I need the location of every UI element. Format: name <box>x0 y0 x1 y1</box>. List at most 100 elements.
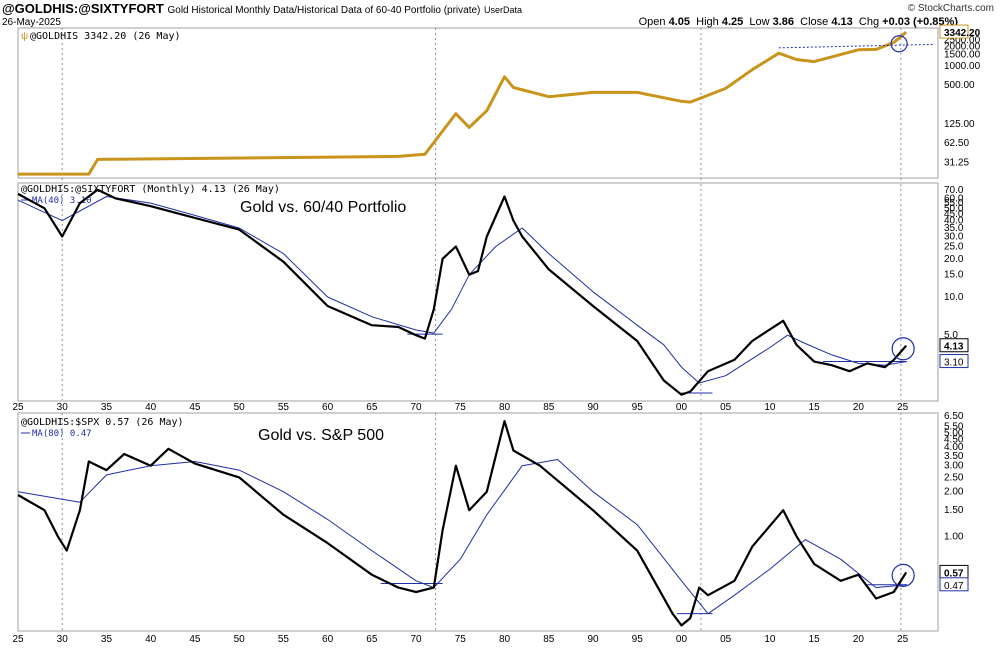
ratio-6040-x-tick-label: 10 <box>764 402 776 413</box>
gold-vs-6040-y-tick-label: 40.0 <box>944 216 964 227</box>
ratio-spx-ma-value-label-box <box>939 577 969 592</box>
gold-vs-6040-y-tick-label: 20.0 <box>944 254 964 265</box>
gold-vs-6040-y-tick-label: 70.0 <box>944 185 964 196</box>
gold-vs-spx-y-tick-label: 2.50 <box>944 472 964 483</box>
gold-y-tick-label: 125.00 <box>944 119 975 130</box>
ratio-spx-x-tick-label: 00 <box>676 634 688 645</box>
gold-vs-spx-y-tick-label: 6.50 <box>944 411 964 422</box>
gold-vs-spx-y-tick-label: 5.50 <box>944 422 964 433</box>
source-label: UserData <box>484 5 523 15</box>
ratio-spx-x-tick-label: 35 <box>101 634 113 645</box>
ratio-6040-x-tick-label: 60 <box>322 402 334 413</box>
gold-legend: @GOLDHIS 3342.20 (26 May) <box>30 31 181 42</box>
watermark: © StockCharts.com <box>907 3 994 14</box>
gold-vs-6040-ratio-line <box>17 188 908 396</box>
ratio-6040-x-tick-label: 20 <box>853 402 865 413</box>
ratio-spx-ma-value-label: 0.47 <box>944 581 964 592</box>
symbol-label: @GOLDHIS:@SIXTYFORT <box>2 1 164 16</box>
ratio-spx-last-value-label: 0.57 <box>944 568 964 579</box>
gold-vs-6040-highlight-circle <box>891 337 915 361</box>
gold-vs-6040-y-tick-label: 25.0 <box>944 242 964 253</box>
ratio-6040-x-tick-label: 45 <box>189 402 201 413</box>
ratio-6040-x-tick-label: 95 <box>632 402 644 413</box>
ratio-spx-x-tick-label: 65 <box>366 634 378 645</box>
gold-highlight-circle <box>890 35 908 53</box>
gold-y-tick-label: 31.25 <box>944 158 969 169</box>
gold-vs-6040-y-tick-label: 55.0 <box>944 198 964 209</box>
gold-vs-spx-ratio-line <box>17 420 908 627</box>
ratio-6040-x-tick-label: 90 <box>587 402 599 413</box>
ratio-spx-x-tick-label: 90 <box>587 634 599 645</box>
ohlc-readout: Open 4.05 High 4.25 Low 3.86 Close 4.13 … <box>638 16 958 28</box>
ratio-6040-x-tick-label: 50 <box>234 402 246 413</box>
ratio-6040-x-tick-label: 75 <box>455 402 467 413</box>
ratio-spx-x-tick-label: 60 <box>322 634 334 645</box>
gold-price-line <box>18 30 908 176</box>
ratio-spx-x-tick-label: 75 <box>455 634 467 645</box>
gold-vs-6040-y-tick-label: 10.0 <box>944 292 964 303</box>
ratio-6040-x-tick-label: 25 <box>12 402 24 413</box>
ratio-6040-x-tick-label: 80 <box>499 402 511 413</box>
gold-vs-spx-y-tick-label: 4.00 <box>944 442 964 453</box>
gold-last-value-label-box <box>939 24 969 39</box>
ratio-6040-last-value-label: 4.13 <box>944 342 964 353</box>
gold-y-tick-label: 2500.00 <box>944 35 981 46</box>
ratio-6040-title: Gold vs. 60/40 Portfolio <box>240 199 406 216</box>
ratio-spx-x-tick-label: 50 <box>234 634 246 645</box>
ratio-spx-x-tick-label: 25 <box>897 634 909 645</box>
ratio-spx-x-tick-label: 45 <box>189 634 201 645</box>
gold-vs-spx-y-tick-label: 1.50 <box>944 505 964 516</box>
gold-y-tick-label: 500.00 <box>944 80 975 91</box>
gold-trend-line <box>778 43 934 49</box>
ratio-spx-legend: @GOLDHIS:$SPX 0.57 (26 May) <box>21 417 184 428</box>
gold-vs-spx-y-tick-label: 3.50 <box>944 451 964 462</box>
ratio-spx-x-tick-label: 20 <box>853 634 865 645</box>
series-layer <box>17 30 934 627</box>
ratio-6040-x-tick-label: 30 <box>57 402 69 413</box>
ratio-6040-ma-value-label: 3.10 <box>944 358 964 369</box>
ratio-spx-x-tick-label: 85 <box>543 634 555 645</box>
gold-y-tick-label: 1500.00 <box>944 49 981 60</box>
ratio-6040-x-tick-label: 65 <box>366 402 378 413</box>
ratio-spx-x-tick-label: 55 <box>278 634 290 645</box>
gold-vs-6040-y-tick-label: 45.0 <box>944 209 964 220</box>
ratio-6040-panel-frame <box>17 182 939 402</box>
gold-y-tick-label: 2000.00 <box>944 41 981 52</box>
gold-y-tick-label: 62.50 <box>944 138 969 149</box>
gold-vs-spx-y-tick-label: 5.00 <box>944 428 964 439</box>
ratio-6040-x-tick-label: 15 <box>809 402 821 413</box>
axis-layer: 25 30 35 40 45 50 55 60 65 70 75 80 85 90 95 00 05 10 15 20… <box>12 24 981 645</box>
grid-layer <box>61 28 902 630</box>
ratio-spx-x-tick-label: 80 <box>499 634 511 645</box>
gold-vs-6040-y-tick-label: 5.0 <box>944 330 958 341</box>
gold-vs-6040-y-tick-label: 15.0 <box>944 270 964 281</box>
chart-date: 26-May-2025 <box>2 17 61 28</box>
ratio-6040-x-tick-label: 00 <box>676 402 688 413</box>
ratio-spx-x-tick-label: 05 <box>720 634 732 645</box>
ratio-6040-x-tick-label: 35 <box>101 402 113 413</box>
ratio-spx-panel-frame <box>17 412 939 632</box>
ratio-spx-x-tick-label: 95 <box>632 634 644 645</box>
gold-vs-6040-y-tick-label: 35.0 <box>944 223 964 234</box>
gold-legend-icon: ψ <box>21 31 28 42</box>
gold-vs-spx-highlight-circle <box>891 563 915 588</box>
gold-vs-6040-y-tick-label: 50.0 <box>944 203 964 214</box>
gold-vs-spx-y-tick-label: 3.00 <box>944 461 964 472</box>
ratio-6040-x-tick-label: 70 <box>411 402 423 413</box>
ratio-6040-ma-value-label-box <box>939 354 969 369</box>
ratio-spx-x-tick-label: 70 <box>411 634 423 645</box>
ratio-spx-x-tick-label: 15 <box>809 634 821 645</box>
gold-vs-spx-y-tick-label: 2.00 <box>944 487 964 498</box>
ratio-6040-x-tick-label: 05 <box>720 402 732 413</box>
ratio-spx-x-tick-label: 30 <box>57 634 69 645</box>
ratio-spx-x-tick-label: 10 <box>764 634 776 645</box>
ratio-6040-x-tick-label: 85 <box>543 402 555 413</box>
gold-y-tick-label: 1000.00 <box>944 61 981 72</box>
gold-panel-frame <box>17 27 939 179</box>
ratio-spx-x-tick-label: 40 <box>145 634 157 645</box>
ratio-spx-x-tick-label: 25 <box>12 634 24 645</box>
ratio-6040-x-tick-label: 25 <box>897 402 909 413</box>
ratio-spx-title: Gold vs. S&P 500 <box>258 427 384 444</box>
description-label: Gold Historical Monthly Data/Historical … <box>167 5 481 16</box>
gold-vs-spx-y-tick-label: 4.50 <box>944 435 964 446</box>
